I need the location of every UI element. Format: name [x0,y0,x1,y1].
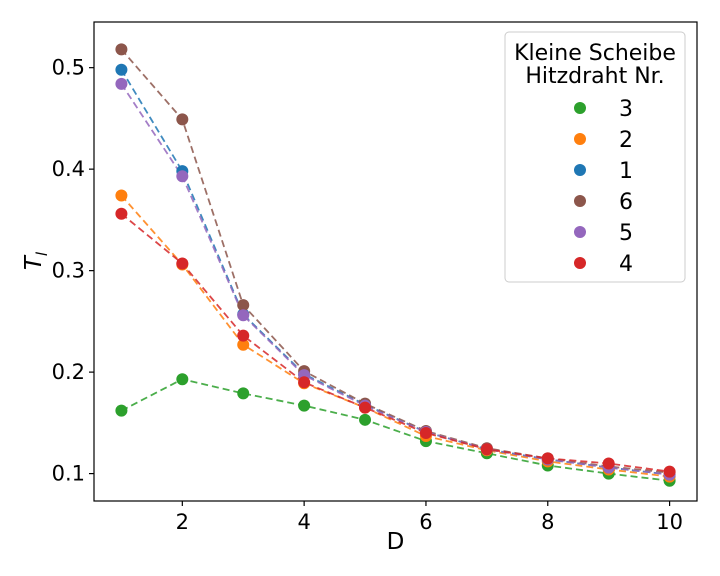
legend-title-line2: Hitzdraht Nr. [525,64,664,89]
data-point [115,189,128,202]
data-point [115,43,128,56]
data-point [480,443,493,456]
data-point [176,170,189,183]
legend: Kleine Scheibe Hitzdraht Nr. 3 2 1 6 5 4 [504,31,686,283]
legend-items: 3 2 1 6 5 4 [574,97,633,277]
legend-label: 1 [619,159,633,184]
data-point [298,376,311,389]
x-tick-label: 6 [419,510,432,534]
y-axis-label: Tl [21,251,51,270]
legend-label: 3 [619,97,633,122]
legend-marker [574,226,586,238]
legend-marker [574,102,586,114]
data-point [237,387,250,400]
legend-marker [574,133,586,145]
data-point [237,309,250,322]
series-4 [120,213,670,473]
data-point [237,329,250,342]
data-point [663,465,676,478]
data-point [176,113,189,126]
data-point [237,338,250,351]
data-point [602,457,615,470]
data-point [176,373,189,386]
data-point [115,404,128,417]
legend-marker [574,164,586,176]
series-layer [115,43,676,487]
series-5 [120,83,670,476]
legend-label: 2 [619,128,633,153]
x-tick-label: 2 [176,510,189,534]
series-line [120,378,670,482]
data-point [115,207,128,220]
data-point [359,401,372,414]
y-tick-label: 0.2 [52,360,85,384]
data-point [419,427,432,440]
x-tick-label: 4 [297,510,310,534]
legend-label: 4 [619,252,633,277]
series-line [120,194,670,478]
ticks-layer: 2 4 6 8 10 0.1 0.2 0.3 0.4 0.5 [52,56,683,534]
legend-marker [574,257,586,269]
series-points-4 [115,207,676,478]
x-axis-label: D [387,529,405,555]
series-line [120,213,670,473]
series-6 [120,48,670,474]
legend-box [504,31,686,283]
series-line [120,48,670,474]
data-point [115,77,128,90]
data-point [541,452,554,465]
y-tick-label: 0.5 [52,56,85,80]
y-tick-label: 0.3 [52,259,85,283]
data-point [176,257,189,270]
legend-label: 6 [619,190,633,215]
y-tick-label: 0.1 [52,462,85,486]
data-point [115,63,128,76]
series-3 [120,378,670,482]
data-point [298,399,311,412]
legend-title-line1: Kleine Scheibe [514,41,676,66]
legend-marker [574,195,586,207]
x-tick-label: 8 [541,510,554,534]
legend-label: 5 [619,221,633,246]
data-point [359,413,372,426]
series-line [120,83,670,476]
plot-frame [93,21,698,502]
data-point [237,299,250,312]
x-tick-label: 10 [656,510,683,534]
y-tick-label: 0.4 [52,157,85,181]
series-2 [120,194,670,478]
